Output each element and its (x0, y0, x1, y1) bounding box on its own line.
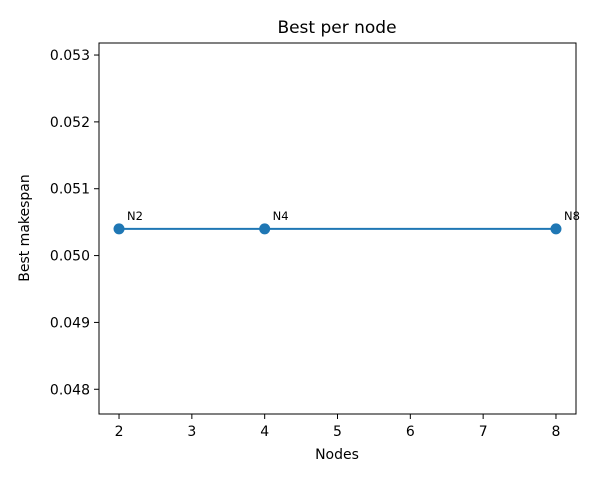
point-label: N2 (127, 209, 143, 223)
chart-title: Best per node (277, 18, 396, 38)
data-point (259, 223, 271, 235)
y-tick-label: 0.048 (50, 382, 90, 398)
x-tick-label: 5 (333, 424, 342, 440)
x-tick-label: 4 (260, 424, 269, 440)
x-tick-label: 6 (406, 424, 415, 440)
y-tick-label: 0.050 (50, 249, 90, 265)
y-tick-label: 0.051 (50, 182, 90, 198)
x-tick-label: 3 (187, 424, 196, 440)
data-point (113, 223, 125, 235)
y-tick-label: 0.053 (50, 48, 90, 64)
y-tick-label: 0.049 (50, 315, 90, 331)
series-layer: N2 N4 N8 (113, 209, 580, 235)
x-axis-label: Nodes (315, 447, 359, 463)
point-label: N8 (564, 209, 580, 223)
x-axis-ticks: 2 3 4 5 6 7 8 (115, 414, 561, 440)
data-point (550, 223, 562, 235)
x-tick-label: 7 (479, 424, 488, 440)
point-label: N4 (273, 209, 289, 223)
y-axis-label: Best makespan (17, 174, 33, 282)
x-tick-label: 2 (115, 424, 124, 440)
x-tick-label: 8 (552, 424, 561, 440)
y-axis-ticks: 0.048 0.049 0.050 0.051 0.052 0.053 (50, 48, 99, 398)
y-tick-label: 0.052 (50, 115, 90, 131)
